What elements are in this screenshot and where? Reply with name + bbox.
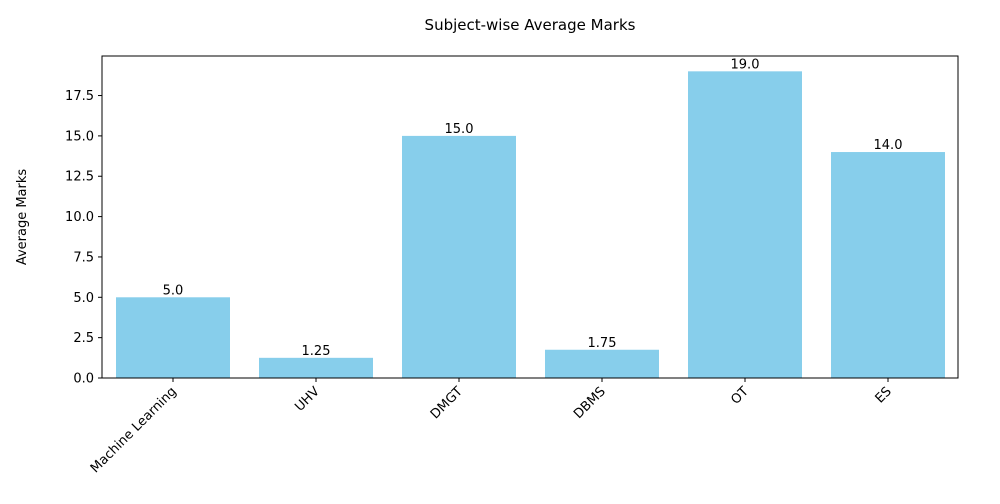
bars-layer xyxy=(116,71,945,378)
bar-value-label: 14.0 xyxy=(874,138,903,153)
bar-dbms xyxy=(545,349,659,378)
x-tick-label: DBMS xyxy=(571,384,609,422)
x-tick-label: OT xyxy=(728,384,751,407)
bar-ot xyxy=(688,71,802,378)
bar-machine-learning xyxy=(116,297,230,378)
y-tick-label: 15.0 xyxy=(65,129,94,144)
x-tick-label: ES xyxy=(873,384,895,406)
bar-value-label: 1.75 xyxy=(588,336,617,351)
y-tick-label: 7.5 xyxy=(73,250,94,265)
y-tick-label: 12.5 xyxy=(65,170,94,185)
x-tick-label: DMGT xyxy=(428,384,466,422)
y-tick-label: 17.5 xyxy=(65,89,94,104)
y-axis-label: Average Marks xyxy=(15,169,30,266)
x-axis: Machine Learning UHV DMGT DBMS OT ES xyxy=(88,378,895,476)
y-axis: 0.0 2.5 5.0 7.5 10.0 12.5 15.0 17.5 xyxy=(65,89,102,387)
x-tick-label: Machine Learning xyxy=(88,384,180,476)
bar-dmgt xyxy=(402,135,516,378)
plot-frame xyxy=(101,55,959,379)
chart-title: Subject-wise Average Marks xyxy=(425,16,636,34)
bar-es xyxy=(831,152,945,378)
y-tick-label: 10.0 xyxy=(65,210,94,225)
value-labels-layer: 5.0 1.25 15.0 1.75 19.0 14.0 xyxy=(163,57,903,358)
bar-value-label: 19.0 xyxy=(731,57,760,72)
bar-value-label: 15.0 xyxy=(445,122,474,137)
bar-uhv xyxy=(259,357,373,378)
bar-value-label: 5.0 xyxy=(163,283,184,298)
y-tick-label: 5.0 xyxy=(73,291,94,306)
y-tick-label: 0.0 xyxy=(73,372,94,387)
bar-value-label: 1.25 xyxy=(302,344,331,359)
y-tick-label: 2.5 xyxy=(73,331,94,346)
x-tick-label: UHV xyxy=(292,384,323,415)
